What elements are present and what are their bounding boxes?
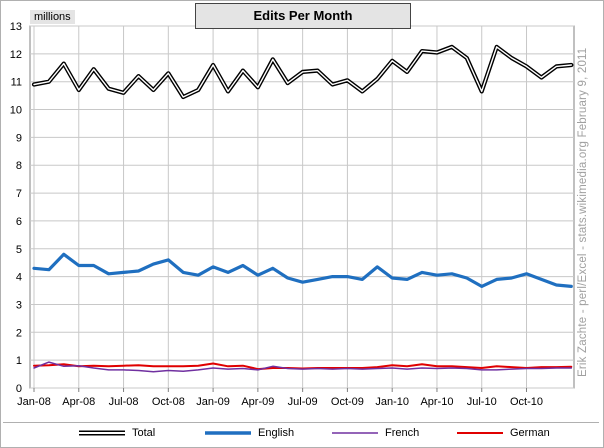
y-tick-label-2: 2 — [16, 327, 22, 339]
series-line-french — [33, 361, 573, 373]
y-tick-label-10: 10 — [10, 105, 22, 117]
legend-label-french: French — [385, 427, 420, 439]
y-units-label: millions — [30, 10, 75, 24]
x-tick-label-Oct-10: Oct-10 — [510, 396, 543, 408]
legend-item-total: Total — [78, 426, 155, 440]
y-tick-label-6: 6 — [16, 216, 22, 228]
y-tick-label-9: 9 — [16, 132, 22, 144]
series-total — [31, 44, 574, 100]
y-tick-label-12: 12 — [10, 49, 22, 61]
credits-caption: Erik Zachte - perl/Excel - stats.wikimed… — [577, 47, 589, 377]
series-english — [32, 252, 573, 288]
y-tick-label-4: 4 — [16, 272, 22, 284]
legend-divider — [3, 422, 599, 423]
x-tick-label-Jul-10: Jul-10 — [467, 396, 497, 408]
y-tick-label-5: 5 — [16, 244, 22, 256]
x-tick-label-Jul-08: Jul-08 — [109, 396, 139, 408]
x-tick-label-Apr-09: Apr-09 — [241, 396, 274, 408]
y-tick-label-7: 7 — [16, 188, 22, 200]
y-tick-label-1: 1 — [16, 355, 22, 367]
legend-swatch-total — [79, 430, 125, 436]
legend-label-german: German — [510, 427, 550, 439]
chart-title: Edits Per Month — [195, 3, 411, 29]
legend-swatch-english — [205, 431, 251, 435]
y-tick-label-3: 3 — [16, 299, 22, 311]
x-tick-label-Jan-09: Jan-09 — [196, 396, 230, 408]
x-tick-label-Jul-09: Jul-09 — [288, 396, 318, 408]
legend-label-english: English — [258, 427, 295, 439]
legend-item-german: German — [456, 426, 550, 440]
y-tick-label-13: 13 — [10, 21, 22, 33]
x-tick-label-Apr-10: Apr-10 — [420, 396, 453, 408]
x-tick-label-Oct-08: Oct-08 — [152, 396, 185, 408]
x-tick-label-Apr-08: Apr-08 — [62, 396, 95, 408]
x-tick-label-Oct-09: Oct-09 — [331, 396, 364, 408]
legend-label-total: Total — [132, 427, 156, 439]
x-tick-label-Jan-10: Jan-10 — [375, 396, 409, 408]
legend-item-french: French — [331, 426, 419, 440]
legend-swatch-german — [457, 432, 503, 434]
legend-item-english: English — [204, 426, 294, 440]
y-tick-label-0: 0 — [16, 383, 22, 395]
y-tick-label-11: 11 — [11, 77, 22, 89]
series-line-inner-total — [33, 46, 572, 98]
legend-swatch-french — [332, 432, 378, 434]
x-tick-label-Jan-08: Jan-08 — [17, 396, 51, 408]
series-line-english — [32, 252, 573, 288]
plot-area — [29, 25, 575, 389]
y-tick-label-8: 8 — [16, 160, 22, 172]
series-french — [33, 361, 573, 373]
